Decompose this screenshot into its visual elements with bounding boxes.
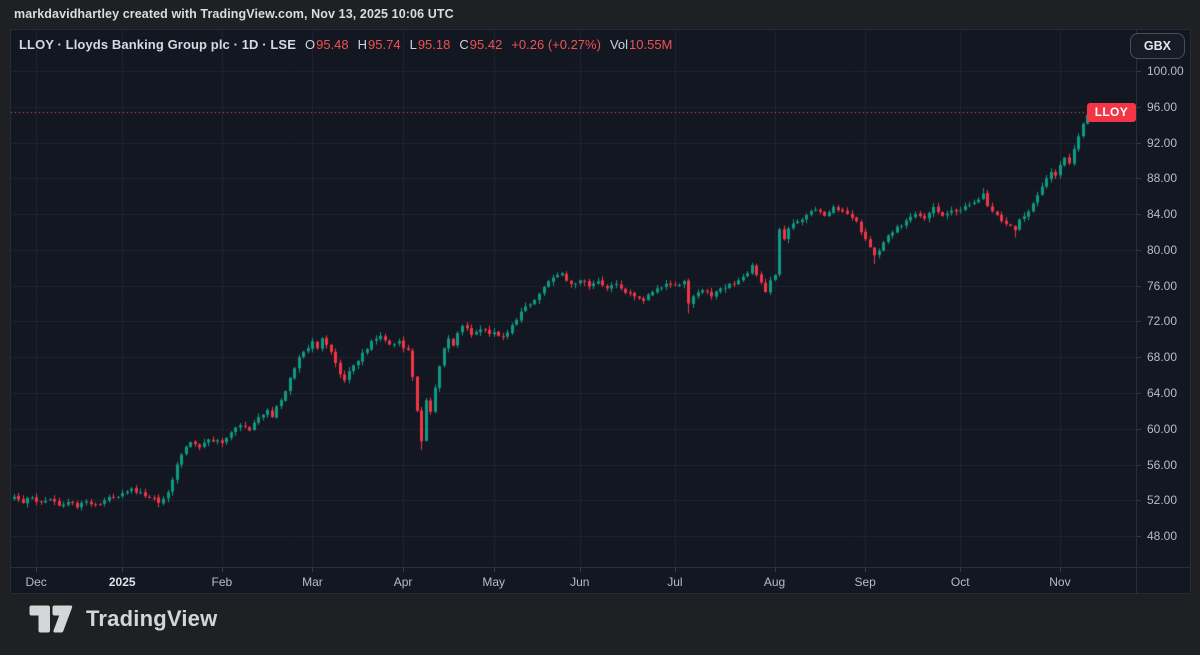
time-tick-label: Aug [763, 575, 786, 589]
time-tick-label: Nov [1049, 575, 1071, 589]
price-tick-mark [1137, 392, 1141, 394]
axis-corner [1136, 567, 1191, 594]
tradingview-logo-icon [29, 605, 73, 633]
time-tick-label: Oct [950, 575, 970, 589]
symbol-title[interactable]: LLOY · Lloyds Banking Group plc · 1D · L… [19, 37, 296, 52]
price-axis[interactable]: 100.00 96.00 92.00 88.00 84.00 80.00 76.00 72.0… [1136, 30, 1191, 567]
open-value: O 95.48 [304, 37, 349, 52]
chart-canvas[interactable] [11, 30, 1136, 567]
candlestick-plot[interactable]: LLOY [11, 30, 1136, 567]
price-tick-label: 100.00 [1147, 64, 1184, 79]
price-tick-label: 68.00 [1147, 350, 1178, 365]
price-tick-label: 60.00 [1147, 421, 1178, 436]
snapshot-watermark: markdavidhartley created with TradingVie… [14, 7, 454, 21]
change-value: +0.26 (+0.27%) [511, 37, 601, 52]
price-tick-mark [1137, 249, 1141, 251]
time-tick-mark [960, 568, 962, 572]
tradingview-footer: TradingView [28, 604, 217, 634]
price-tick-mark [1137, 178, 1141, 180]
time-tick-mark [579, 568, 581, 572]
price-tick-label: 48.00 [1147, 529, 1178, 544]
chart-legend: LLOY · Lloyds Banking Group plc · 1D · L… [19, 37, 672, 52]
time-tick-label: May [482, 575, 506, 589]
price-tick-label: 76.00 [1147, 278, 1178, 293]
price-tick-mark [1137, 142, 1141, 144]
price-tick-label: 72.00 [1147, 314, 1178, 329]
time-tick-label: 2025 [108, 575, 136, 589]
price-tick-mark [1137, 357, 1141, 359]
time-tick-mark [403, 568, 405, 572]
time-tick-label: Dec [25, 575, 47, 589]
time-tick-mark [122, 568, 124, 572]
price-tick-mark [1137, 106, 1141, 108]
time-tick-label: Mar [302, 575, 323, 589]
time-tick-label: Apr [393, 575, 413, 589]
price-tick-mark [1137, 71, 1141, 73]
price-tick-label: 80.00 [1147, 242, 1178, 257]
time-tick-label: Jul [667, 575, 683, 589]
chart-pane: LLOY · Lloyds Banking Group plc · 1D · L… [10, 29, 1191, 594]
price-tick-mark [1137, 428, 1141, 430]
price-tick-mark [1137, 464, 1141, 466]
tradingview-logo-text: TradingView [86, 606, 218, 631]
price-tick-mark [1137, 285, 1141, 287]
price-tick-label: 92.00 [1147, 135, 1178, 150]
last-price-flag: LLOY [1086, 103, 1136, 122]
price-tick-label: 88.00 [1147, 171, 1178, 186]
price-tick-label: 56.00 [1147, 457, 1178, 472]
time-tick-mark [493, 568, 495, 572]
ohlc-values: O 95.48 H 95.74 L 95.18 C 95.42 [305, 37, 502, 52]
price-tick-mark [1137, 214, 1141, 216]
time-tick-mark [1059, 568, 1061, 572]
price-tick-mark [1137, 500, 1141, 502]
price-tick-mark [1137, 536, 1141, 538]
close-value: C 95.42 [459, 37, 503, 52]
price-tick-mark [1137, 321, 1141, 323]
time-tick-label: Sep [854, 575, 876, 589]
currency-toggle-button[interactable]: GBX [1129, 33, 1185, 59]
price-tick-label: 64.00 [1147, 385, 1178, 400]
time-tick-label: Feb [211, 575, 233, 589]
low-value: L 95.18 [409, 37, 451, 52]
time-tick-mark [774, 568, 776, 572]
time-axis[interactable]: Dec 2025 Feb Mar Apr May Jun Jul Aug Sep Oct Nov [11, 567, 1136, 594]
time-tick-label: Jun [570, 575, 590, 589]
time-tick-mark [865, 568, 867, 572]
price-tick-label: 52.00 [1147, 493, 1178, 508]
high-value: H 95.74 [357, 37, 401, 52]
time-tick-mark [674, 568, 676, 572]
volume: Vol10.55M [609, 37, 673, 52]
time-tick-mark [221, 568, 223, 572]
time-tick-mark [36, 568, 38, 572]
time-tick-mark [312, 568, 314, 572]
price-tick-label: 84.00 [1147, 207, 1178, 222]
price-tick-label: 96.00 [1147, 99, 1178, 114]
